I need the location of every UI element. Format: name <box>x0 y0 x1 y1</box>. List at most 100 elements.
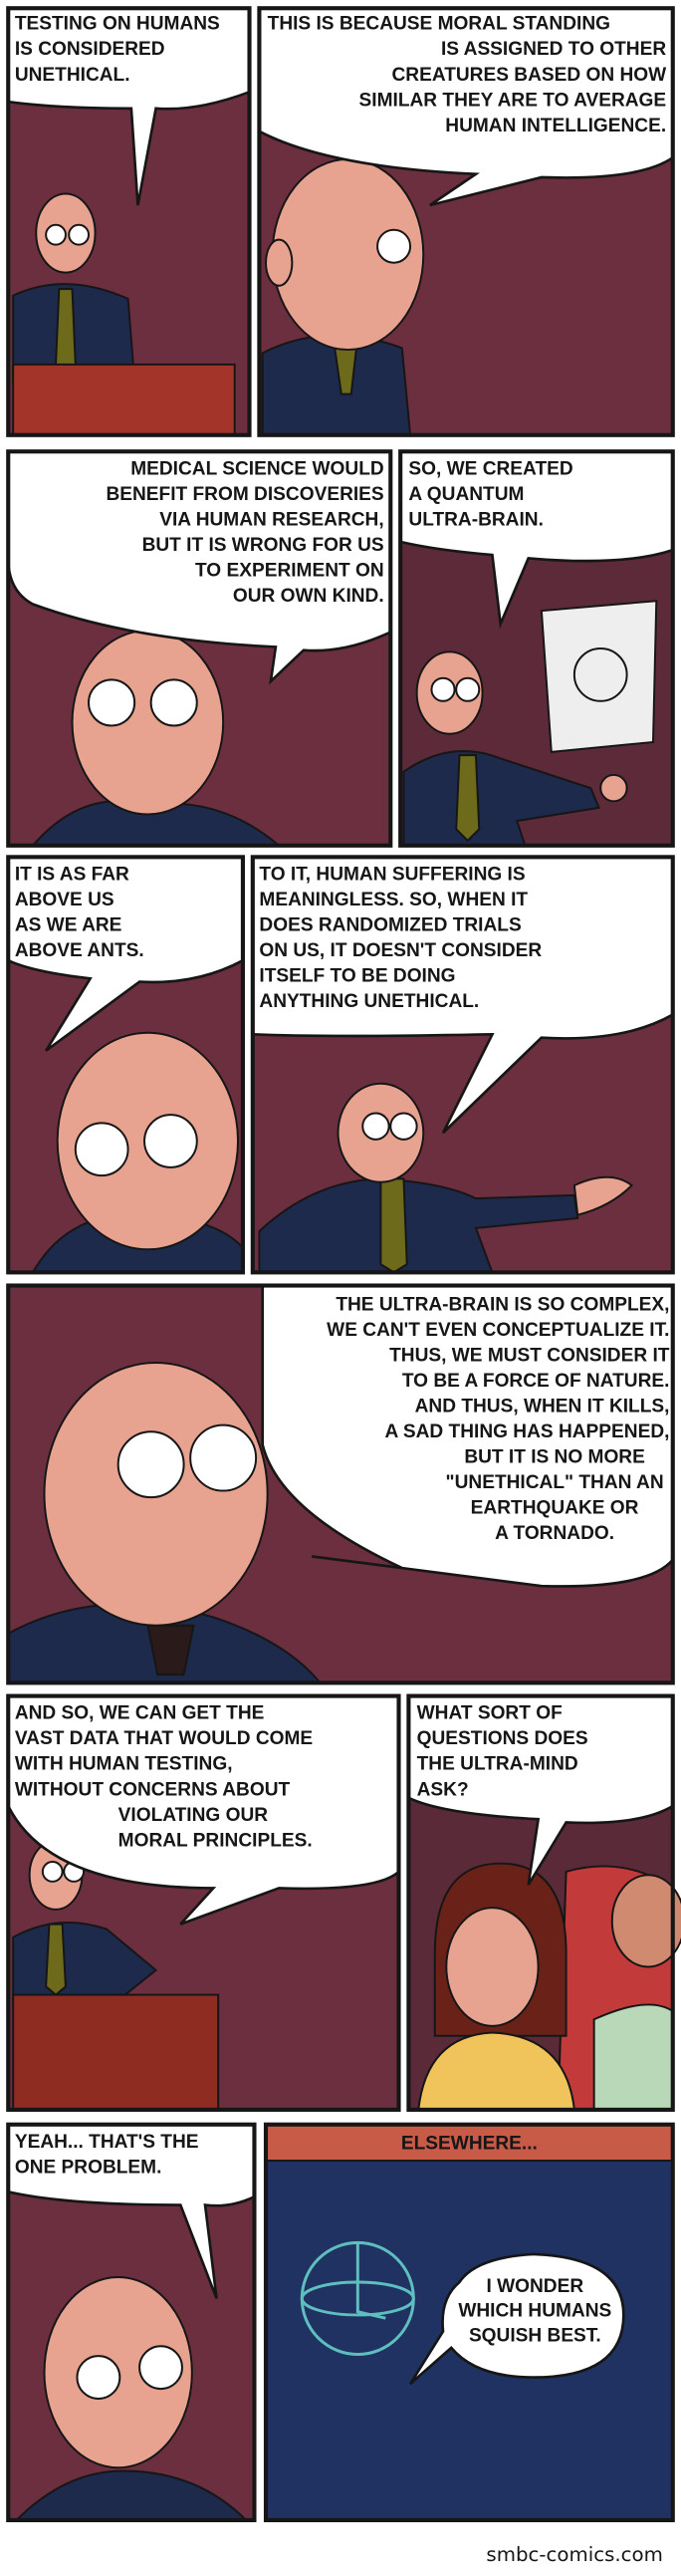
panel-border <box>6 855 245 1275</box>
head <box>610 1874 681 1968</box>
glasses <box>88 678 136 727</box>
sweater <box>417 2031 575 2111</box>
balloon <box>408 2252 625 2386</box>
footer: smbc-comics.com <box>486 2543 662 2566</box>
balloons <box>6 6 675 2386</box>
caption-line: WITHOUT CONCERNS ABOUT <box>15 1779 291 1800</box>
hand <box>572 1175 634 1216</box>
caption-line: VIOLATING OUR <box>118 1805 269 1826</box>
balloon <box>398 449 675 630</box>
balloon <box>6 856 245 1052</box>
glasses <box>361 1112 390 1141</box>
balloon <box>6 449 392 685</box>
banner-text: ELSEWHERE... <box>401 2133 538 2154</box>
sphere-axis <box>355 2242 386 2320</box>
caption-line: AS WE ARE <box>15 915 122 936</box>
panel-border <box>406 1693 675 2112</box>
glasses <box>455 676 481 702</box>
caption-line: SO, WE CREATED <box>408 458 572 479</box>
ultra-brain <box>300 2240 415 2356</box>
caption-line: ANYTHING UNETHICAL. <box>259 991 479 1012</box>
balloon <box>258 6 675 207</box>
head <box>445 1907 540 2027</box>
glasses <box>138 2345 183 2391</box>
glasses <box>389 1112 418 1141</box>
balloon <box>261 1284 675 1588</box>
glasses <box>149 678 198 727</box>
caption-line: ULTRA-BRAIN. <box>408 509 544 530</box>
caption-line: QUESTIONS DOES <box>417 1728 588 1749</box>
glasses <box>45 223 67 246</box>
suit <box>14 2469 249 2521</box>
caption-line: WHICH HUMANS <box>458 2301 611 2322</box>
caption-line: BUT IT IS WRONG FOR US <box>142 535 384 556</box>
panel-border <box>6 6 252 437</box>
panel-border <box>257 6 675 437</box>
caption-line: TO BE A FORCE OF NATURE. <box>402 1371 670 1392</box>
glasses <box>41 1861 64 1883</box>
panel-border <box>6 1693 401 2112</box>
caption-line: ITSELF TO BE DOING <box>259 966 455 987</box>
whiteboard <box>540 600 658 753</box>
caption-line: A SAD THING HAS HAPPENED, <box>384 1421 669 1442</box>
panel-border <box>6 2122 257 2523</box>
caption-line: VAST DATA THAT WOULD COME <box>15 1728 313 1749</box>
caption-line: THE ULTRA-BRAIN IS SO COMPLEX, <box>336 1294 669 1315</box>
caption-line: WHAT SORT OF <box>417 1703 563 1724</box>
tie <box>146 1624 195 1676</box>
figures <box>7 157 681 2521</box>
caption-line: CREATURES BASED ON HOW <box>391 65 667 86</box>
balloon <box>6 1694 400 1926</box>
caption-line: ONE PROBLEM. <box>15 2157 162 2178</box>
glasses <box>143 1114 198 1168</box>
panel-border <box>263 2122 675 2523</box>
caption-line: WITH HUMAN TESTING, <box>15 1754 233 1775</box>
caption-line: VIA HUMAN RESEARCH, <box>159 509 383 530</box>
glasses <box>430 676 456 702</box>
caption-line: TESTING ON HUMANS <box>15 14 220 35</box>
caption-line: A QUANTUM <box>408 484 524 505</box>
shirt <box>592 2003 674 2111</box>
podium <box>12 1993 220 2111</box>
suit <box>402 750 600 847</box>
glasses <box>76 2355 121 2400</box>
caption-line: THE ULTRA-MIND <box>417 1754 578 1775</box>
balloon <box>6 2123 256 2299</box>
glasses <box>74 1122 129 1177</box>
caption-line: "UNETHICAL" THAN AN <box>446 1472 664 1493</box>
caption-line: SQUISH BEST. <box>469 2325 601 2346</box>
caption-line: MEDICAL SCIENCE WOULD <box>130 458 383 479</box>
balloon <box>6 6 251 206</box>
tie <box>455 754 481 843</box>
tie <box>55 288 77 377</box>
panel-border <box>250 855 675 1275</box>
caption-line: THIS IS BECAUSE MORAL STANDING <box>268 14 610 35</box>
caption-line: HUMAN INTELLIGENCE. <box>445 116 666 136</box>
tie <box>379 1177 408 1274</box>
caption-line: IT IS AS FAR <box>15 864 129 885</box>
podium <box>12 363 236 436</box>
caption-line: ABOVE ANTS. <box>15 940 144 961</box>
caption-line: ABOVE US <box>15 890 114 910</box>
panel-border <box>398 449 675 848</box>
caption-line: TO IT, HUMAN SUFFERING IS <box>259 864 525 885</box>
panel-borders <box>6 6 675 2523</box>
tie <box>45 1923 67 1996</box>
caption-line: OUR OWN KIND. <box>233 586 384 607</box>
balloon <box>407 1694 675 1886</box>
glasses <box>189 1423 258 1492</box>
ear <box>265 238 294 287</box>
caption-line: SIMILAR THEY ARE TO AVERAGE <box>359 90 667 111</box>
caption-line: MEANINGLESS. SO, WHEN IT <box>259 890 528 910</box>
glasses <box>116 1430 185 1499</box>
panel-border <box>6 449 393 848</box>
caption-line: AND SO, WE CAN GET THE <box>15 1703 265 1724</box>
caption-line: WE CAN'T EVEN CONCEPTUALIZE IT. <box>327 1320 669 1341</box>
caption-line: EARTHQUAKE OR <box>471 1498 639 1519</box>
hand <box>599 773 628 803</box>
caption-line: ASK? <box>417 1779 469 1800</box>
caption-line: IS ASSIGNED TO OTHER <box>441 39 666 60</box>
panel-border <box>6 1283 675 1685</box>
head <box>71 629 225 816</box>
